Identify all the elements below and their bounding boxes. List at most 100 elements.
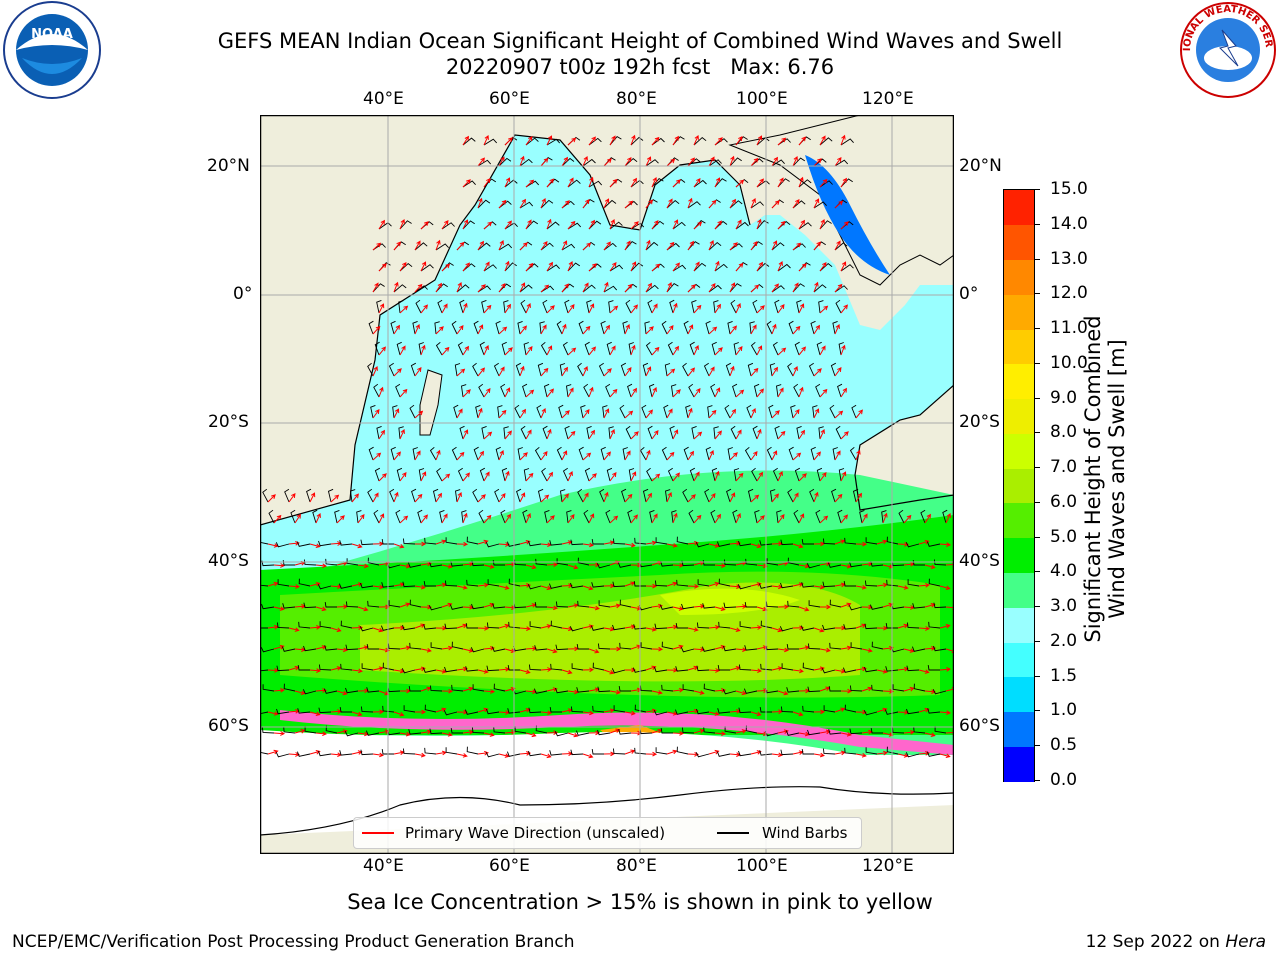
colorbar-tick-label: 7.0 xyxy=(1050,457,1078,478)
australia-coastline xyxy=(854,384,954,511)
svg-text:NOAA: NOAA xyxy=(31,27,73,42)
colorbar-step xyxy=(1004,433,1034,469)
lat-label-left-3: 20°S xyxy=(208,412,249,432)
lon-label-top-4: 100°E xyxy=(736,89,788,109)
colorbar-tick-label: 5.0 xyxy=(1050,526,1078,547)
colorbar-tick-mark xyxy=(1034,606,1040,608)
colorbar-step xyxy=(1004,363,1034,400)
colorbar-tick-mark xyxy=(1034,362,1040,364)
colorbar-tick-label: 1.5 xyxy=(1050,665,1078,686)
footer-date: 12 Sep 2022 on xyxy=(1085,932,1226,952)
colorbar-tick-label: 0.5 xyxy=(1050,735,1078,756)
madagascar-island xyxy=(419,369,443,436)
colorbar-tick-label: 8.0 xyxy=(1050,422,1078,443)
wave-direction-legend-line xyxy=(362,832,394,834)
colorbar-tick-label: 9.0 xyxy=(1050,387,1078,408)
colorbar-step xyxy=(1004,259,1034,295)
title-line-2: 20220907 t00z 192h fcst Max: 6.76 xyxy=(445,55,835,79)
colorbar-label-line-2: Wind Waves and Swell [m] xyxy=(1105,339,1129,619)
lat-label-left-2: 0° xyxy=(233,284,253,304)
wind-barbs-legend-line xyxy=(717,832,749,834)
wave-direction-legend-label: Primary Wave Direction (unscaled) xyxy=(405,824,666,842)
colorbar-tick-mark xyxy=(1034,397,1040,399)
map-panel xyxy=(259,114,955,855)
colorbar-tick-mark xyxy=(1034,745,1040,747)
archipelago-shallow-zone xyxy=(805,155,890,275)
wind-barbs-legend-label: Wind Barbs xyxy=(762,824,848,842)
colorbar-step xyxy=(1004,572,1034,608)
colorbar-tick-mark xyxy=(1034,293,1040,295)
colorbar-step xyxy=(1004,607,1034,643)
lat-label-left-5: 60°S xyxy=(208,716,249,736)
lon-label-bottom-4: 100°E xyxy=(736,856,788,876)
colorbar-tick-mark xyxy=(1034,501,1040,503)
colorbar-tick-mark xyxy=(1034,675,1040,677)
colorbar-tick-mark xyxy=(1034,710,1040,712)
lon-label-bottom-5: 120°E xyxy=(862,856,914,876)
colorbar-step xyxy=(1004,746,1034,782)
colorbar-tick-label: 12.0 xyxy=(1050,283,1088,304)
colorbar-step xyxy=(1004,502,1034,539)
colorbar-step xyxy=(1004,398,1034,434)
lat-label-right-2: 0° xyxy=(959,284,979,304)
colorbar-tick-mark xyxy=(1034,328,1040,330)
antarctic-coastline xyxy=(260,786,954,836)
colorbar-tick-label: 6.0 xyxy=(1050,491,1078,512)
map-legend: Primary Wave Direction (unscaled) Wind B… xyxy=(353,817,862,849)
colorbar-tick-label: 14.0 xyxy=(1050,213,1088,234)
lat-label-right-5: 60°S xyxy=(959,716,1000,736)
colorbar-tick-mark xyxy=(1034,780,1040,781)
vector-glyph-layer xyxy=(260,134,954,759)
colorbar-tick-mark xyxy=(1034,467,1040,469)
nws-logo: NATIONAL WEATHER SERVICE xyxy=(1174,0,1278,100)
colorbar-step xyxy=(1004,294,1034,330)
colorbar-tick-label: 2.0 xyxy=(1050,630,1078,651)
lat-label-right-3: 20°S xyxy=(959,412,1000,432)
colorbar-tick-label: 13.0 xyxy=(1050,248,1088,269)
lon-label-bottom-1: 40°E xyxy=(363,856,404,876)
colorbar-ticks: 15.0 14.0 13.0 12.0 11.0 10.0 9.0 8.0 7.0 6.0 5.0 4… xyxy=(1034,179,1104,790)
lat-label-left-4: 40°S xyxy=(208,551,249,571)
colorbar-step xyxy=(1004,224,1034,261)
colorbar-steps xyxy=(1004,190,1034,782)
colorbar-tick-label: 10.0 xyxy=(1050,352,1088,373)
colorbar-tick-mark xyxy=(1034,536,1040,538)
colorbar xyxy=(1003,189,1035,782)
colorbar-tick-label: 4.0 xyxy=(1050,561,1078,582)
lat-label-left-1: 20°N xyxy=(207,156,250,176)
colorbar-tick-mark xyxy=(1034,258,1040,260)
map-title: GEFS MEAN Indian Ocean Significant Heigh… xyxy=(130,28,1150,80)
lon-label-top-5: 120°E xyxy=(862,89,914,109)
colorbar-step xyxy=(1004,329,1034,365)
colorbar-tick-label: 11.0 xyxy=(1050,318,1088,339)
lat-label-right-4: 40°S xyxy=(959,551,1000,571)
footer-credit: NCEP/EMC/Verification Post Processing Pr… xyxy=(12,932,575,952)
lon-label-bottom-2: 60°E xyxy=(489,856,530,876)
lon-label-top-3: 80°E xyxy=(616,89,657,109)
colorbar-step xyxy=(1004,190,1034,226)
colorbar-step xyxy=(1004,676,1034,713)
noaa-logo: NOAA xyxy=(2,0,102,100)
graticule xyxy=(260,115,954,854)
lon-label-top-1: 40°E xyxy=(363,89,404,109)
colorbar-tick-mark xyxy=(1034,432,1040,434)
colorbar-tick-mark xyxy=(1034,571,1040,573)
colorbar-step xyxy=(1004,711,1034,747)
lon-label-bottom-3: 80°E xyxy=(616,856,657,876)
colorbar-tick-label: 0.0 xyxy=(1050,770,1078,790)
colorbar-tick-mark xyxy=(1034,189,1040,190)
colorbar-label-line-1: Significant Height of Combined xyxy=(1081,315,1105,643)
colorbar-tick-mark xyxy=(1034,223,1040,225)
lat-label-right-1: 20°N xyxy=(959,156,1002,176)
colorbar-tick-mark xyxy=(1034,640,1040,642)
sea-ice-edge xyxy=(280,710,954,755)
sea-ice-caption: Sea Ice Concentration > 15% is shown in … xyxy=(347,890,933,914)
map-frame xyxy=(259,114,955,855)
colorbar-step xyxy=(1004,641,1034,678)
lon-label-top-2: 60°E xyxy=(489,89,530,109)
colorbar-tick-label: 3.0 xyxy=(1050,596,1078,617)
colorbar-tick-label: 1.0 xyxy=(1050,700,1078,721)
footer-host: Hera xyxy=(1225,932,1266,952)
colorbar-step xyxy=(1004,468,1034,504)
title-line-1: GEFS MEAN Indian Ocean Significant Heigh… xyxy=(217,29,1063,53)
